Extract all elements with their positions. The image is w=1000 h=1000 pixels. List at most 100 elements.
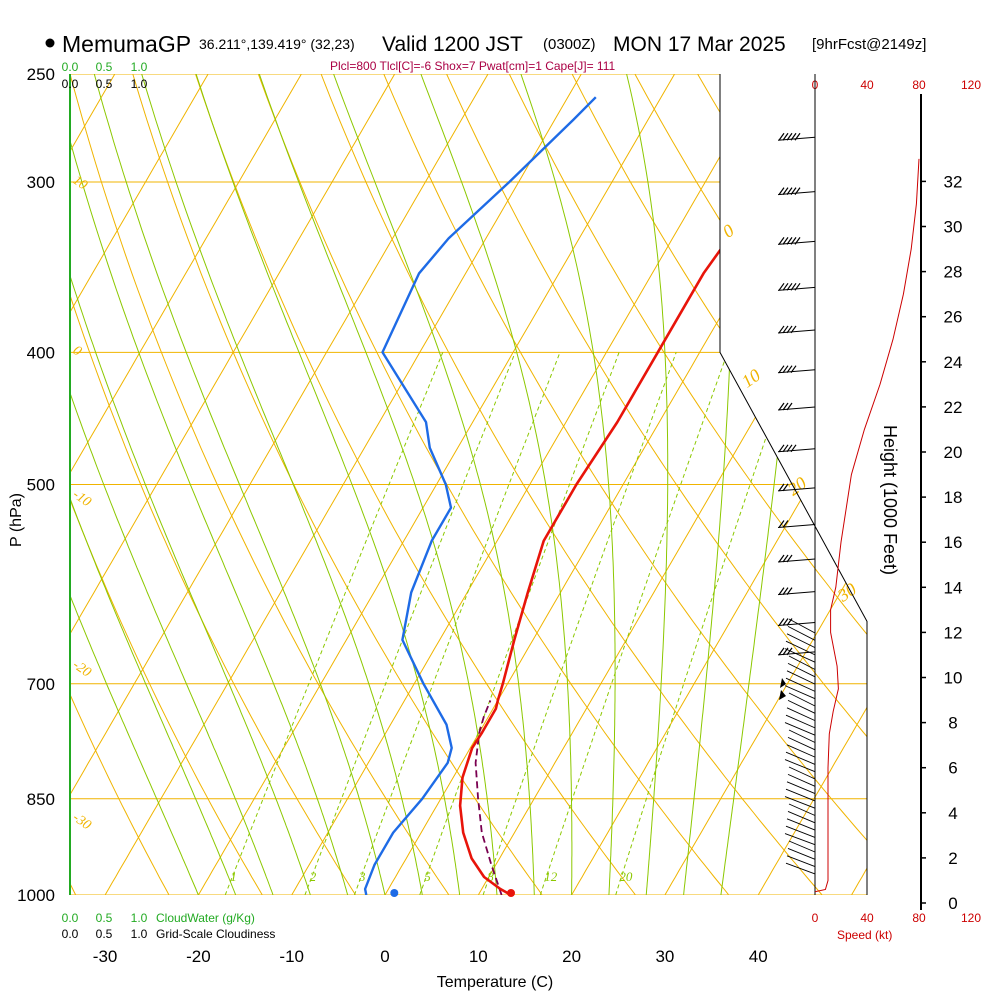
wind-barb-shaft bbox=[777, 591, 816, 596]
cloudiness-tick-bottom: 0.5 bbox=[96, 927, 113, 941]
moist-adiabat-line bbox=[324, 74, 535, 895]
moist-adiabat-line bbox=[70, 74, 311, 895]
dry-adiabat-line bbox=[435, 74, 867, 895]
cloud-water-tick-bottom: 1.0 bbox=[131, 911, 148, 925]
cloudiness-tick-top: 0.5 bbox=[96, 77, 113, 91]
wind-barb-feather bbox=[794, 237, 801, 245]
dry-adiabat-line bbox=[497, 74, 867, 895]
wind-barb-feather bbox=[782, 444, 789, 453]
height-tick-label: 26 bbox=[944, 308, 963, 327]
cloud-water-tick-top: 0.5 bbox=[96, 60, 113, 74]
wind-barb-feather bbox=[790, 325, 797, 334]
isotherm-line bbox=[664, 74, 867, 895]
wind-barb-feather bbox=[782, 237, 789, 245]
wind-barb-feather bbox=[778, 618, 785, 626]
temperature-tick-label: 20 bbox=[562, 947, 581, 966]
height-tick-label: 20 bbox=[944, 443, 963, 462]
wind-barb-feather bbox=[786, 402, 793, 411]
speed-tick-top: 80 bbox=[912, 78, 926, 92]
wind-barb-shaft bbox=[787, 625, 816, 641]
axes: 100-10-20-300102030-10010203001020302503… bbox=[17, 60, 868, 966]
wind-barb-feather bbox=[778, 444, 785, 453]
height-tick-label: 16 bbox=[944, 533, 963, 552]
wind-barb-shaft bbox=[785, 862, 816, 875]
height-tick-label: 10 bbox=[944, 669, 963, 688]
wind-barb-feather bbox=[782, 402, 789, 411]
mixing-ratio-line bbox=[482, 352, 677, 895]
temperature-tick-label: 30 bbox=[655, 947, 674, 966]
dry-adiabat-line bbox=[70, 74, 263, 895]
height-tick-label: 14 bbox=[944, 578, 963, 597]
wind-barb bbox=[777, 444, 816, 453]
y-axis-title: P (hPa) bbox=[8, 493, 25, 547]
wind-barb-shaft bbox=[777, 487, 816, 492]
wind-barb-shaft bbox=[786, 670, 816, 685]
surface-dewpoint-marker bbox=[390, 889, 399, 897]
isotherm-line bbox=[104, 74, 596, 895]
wind-barb-pennant bbox=[780, 678, 786, 688]
wind-barb-feather bbox=[790, 237, 797, 245]
mixing-ratio-line bbox=[419, 352, 620, 895]
wind-barb-shaft bbox=[786, 633, 816, 649]
wind-barb bbox=[777, 618, 816, 627]
cloudiness-label: Grid-Scale Cloudiness bbox=[156, 927, 275, 941]
parcel-line bbox=[474, 700, 503, 895]
temperature-line bbox=[458, 96, 867, 895]
wind-barb-feather bbox=[778, 325, 785, 334]
isotherm-line bbox=[757, 74, 867, 895]
pressure-tick-label: 850 bbox=[27, 790, 55, 809]
moist-adiabat-line bbox=[411, 74, 573, 895]
moist-adiabat-line bbox=[188, 74, 461, 895]
isotherm-line bbox=[197, 74, 690, 895]
wind-barb-feather bbox=[782, 365, 789, 374]
wind-barb-shaft bbox=[788, 729, 816, 743]
model-name: MemumaGP bbox=[62, 31, 191, 57]
wind-barb-feather bbox=[790, 444, 797, 453]
wind-barb bbox=[777, 325, 816, 334]
mixing-ratio-label: 20 bbox=[619, 869, 633, 884]
height-tick-label: 22 bbox=[944, 398, 963, 417]
mixing-ratio-line bbox=[353, 352, 561, 895]
height-tick-label: 30 bbox=[944, 218, 963, 237]
profiles bbox=[363, 96, 867, 895]
wind-barb-feather bbox=[786, 132, 793, 141]
wind-barb-feather bbox=[790, 365, 797, 374]
wind-barb-feather bbox=[778, 402, 785, 411]
surface-temperature-marker bbox=[507, 889, 515, 897]
wind-barb-feather bbox=[782, 132, 789, 141]
wind-barb bbox=[777, 237, 816, 245]
dry-adiabat-line bbox=[70, 74, 170, 895]
wind-barb-feather bbox=[794, 282, 801, 291]
wind-barb-feather bbox=[778, 647, 785, 656]
height-tick-label: 4 bbox=[948, 804, 957, 823]
dry-adiabat-line bbox=[249, 74, 730, 895]
pressure-tick-label: 250 bbox=[27, 65, 55, 84]
pressure-tick-label: 400 bbox=[27, 343, 55, 362]
wind-barb-feather bbox=[786, 282, 793, 291]
wind-barb-shaft bbox=[784, 722, 816, 736]
stability-indices: Plcl=800 Tlcl[C]=-6 Shox=7 Pwat[cm]=1 Ca… bbox=[330, 59, 615, 73]
wind-barb-shaft bbox=[786, 818, 816, 831]
wind-barb-feather bbox=[778, 187, 785, 195]
height-tick-label: 18 bbox=[944, 488, 963, 507]
wind-barb-pennant bbox=[779, 690, 786, 700]
wind-barb-feather bbox=[786, 365, 793, 374]
wind-barb-feather bbox=[778, 132, 785, 141]
wind-barb-feather bbox=[786, 647, 793, 656]
isotherm-line bbox=[291, 74, 783, 895]
wind-barb bbox=[777, 187, 816, 196]
height-tick-label: 24 bbox=[944, 353, 963, 372]
mixing-ratio-line bbox=[304, 352, 516, 895]
wind-barb-feather bbox=[782, 483, 789, 492]
speed-tick-bottom: 40 bbox=[860, 911, 874, 925]
wind-barb bbox=[777, 587, 816, 596]
wind-barb bbox=[777, 402, 816, 411]
dry-adiabat-label: -30 bbox=[70, 810, 94, 833]
mixing-ratio-label: 5 bbox=[424, 869, 431, 884]
wind-barb-feather bbox=[790, 132, 797, 141]
dry-adiabat-label: -20 bbox=[70, 658, 94, 681]
wind-barb-feather bbox=[786, 325, 793, 334]
temperature-tick-label: 10 bbox=[469, 947, 488, 966]
cloudiness-tick-top: 1.0 bbox=[131, 77, 148, 91]
speed-tick-top: 120 bbox=[961, 78, 981, 92]
